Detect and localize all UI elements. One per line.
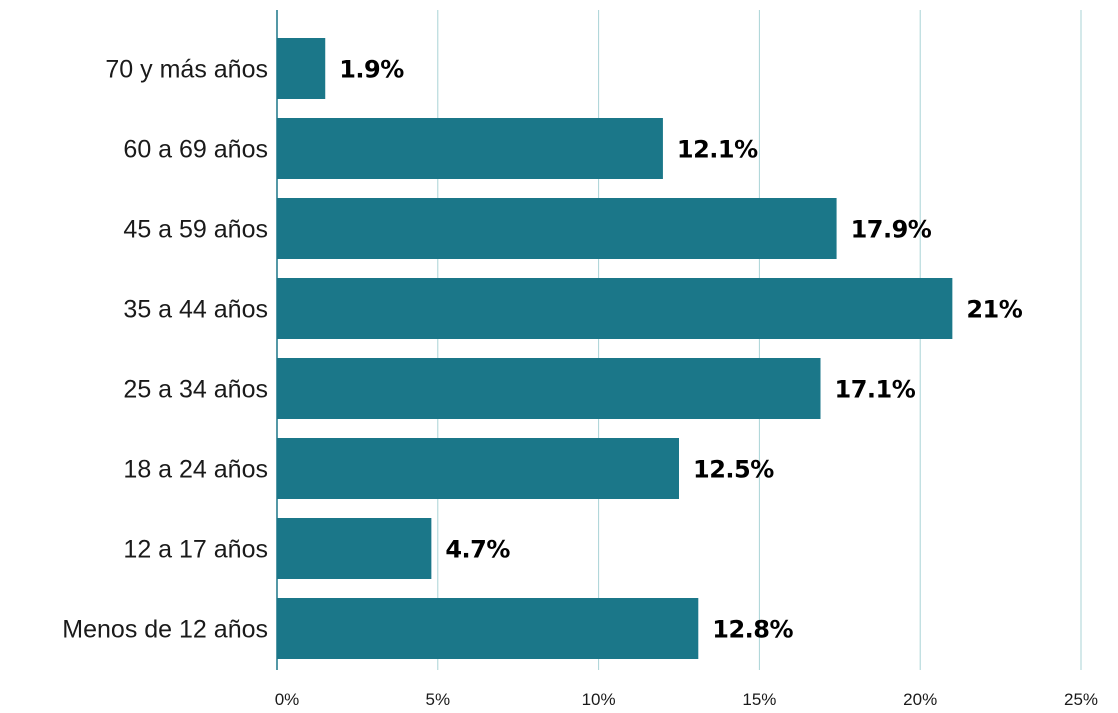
bar [277,518,432,579]
category-label: 35 a 44 años [123,296,268,324]
category-label: 25 a 34 años [123,376,268,404]
bar [277,278,953,339]
data-label: 17.9% [851,216,932,244]
bar [277,118,663,179]
bar [277,38,326,99]
category-label: Menos de 12 años [62,616,268,644]
category-label: 18 a 24 años [123,456,268,484]
data-label: 12.1% [677,136,758,164]
x-tick-label: 5% [426,690,451,709]
category-label: 45 a 59 años [123,216,268,244]
category-labels: 70 y más años 60 a 69 años 45 a 59 años 35 … [62,56,268,644]
x-tick-label: 20% [903,690,937,709]
bars [277,38,953,659]
data-label: 12.5% [693,456,774,484]
bar [277,438,679,499]
category-label: 60 a 69 años [123,136,268,164]
data-labels: 1.9% 12.1% 17.9% 21% 17.1% 12.5% 4.7% 12.8% [339,56,1023,644]
x-axis-tick-labels: 0% 5% 10% 15% 20% 25% [275,690,1098,709]
category-label: 70 y más años [105,56,268,84]
bar [277,198,837,259]
bar [277,598,699,659]
grid-lines [437,10,1082,670]
data-label: 1.9% [339,56,404,84]
category-label: 12 a 17 años [123,536,268,564]
bar [277,358,821,419]
x-tick-label: 25% [1064,690,1098,709]
x-tick-label: 10% [582,690,616,709]
x-tick-label: 0% [275,690,300,709]
data-label: 4.7% [445,536,510,564]
x-tick-label: 15% [742,690,776,709]
data-label: 12.8% [712,616,793,644]
data-label: 21% [966,296,1022,324]
data-label: 17.1% [835,376,916,404]
